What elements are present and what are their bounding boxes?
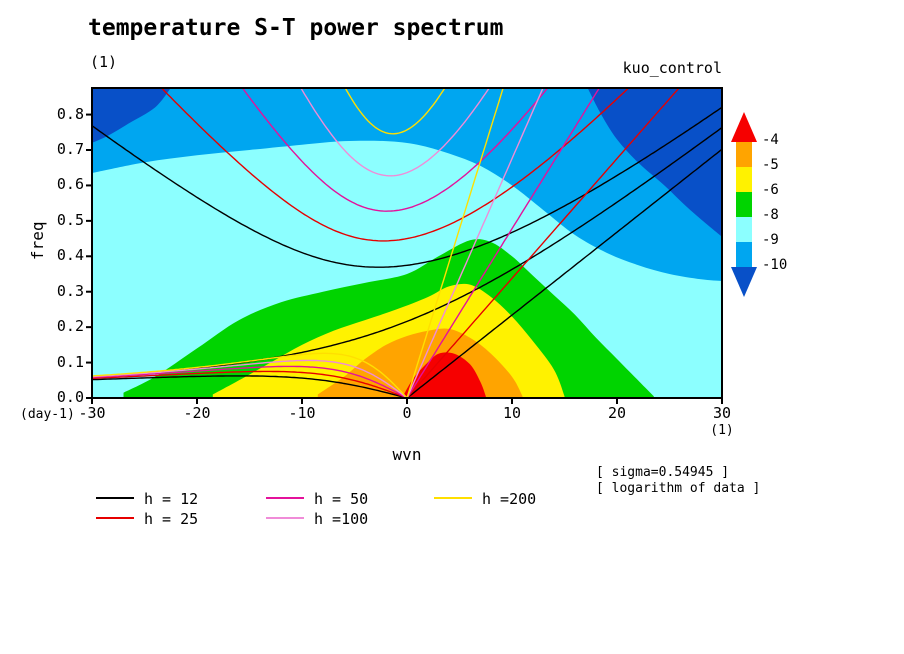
- contour-unit-label: (1): [90, 53, 118, 71]
- y-tick-label: 0.3: [56, 281, 84, 300]
- dispersion-curve-h25-rossby1: [92, 370, 408, 398]
- colorbar-box-green: [736, 192, 752, 217]
- x-tick-label: 0: [402, 404, 412, 422]
- x-tick-label: 10: [502, 404, 522, 422]
- colorbar-box-pale_cyan: [736, 217, 752, 242]
- x-tick-label: -20: [183, 404, 211, 422]
- log-annotation: [ logarithm of data ]: [596, 481, 761, 496]
- legend-line-swatch: [266, 517, 304, 519]
- colorbar-level-label: -4: [762, 132, 779, 148]
- colorbar-level-label: -9: [762, 232, 779, 248]
- dispersion-curve-h200-kelvin: [406, 88, 504, 398]
- sigma-annotation: [ sigma=0.54945 ]: [596, 465, 730, 480]
- legend-line-swatch: [266, 497, 304, 499]
- x-axis-unit-label: (1): [710, 423, 734, 438]
- legend-item-label: h =100: [314, 510, 369, 528]
- legend-line-swatch: [434, 497, 472, 499]
- colorbar-level-label: -8: [762, 207, 779, 223]
- dispersion-curve-h50-ig1: [241, 88, 549, 212]
- legend-line-swatch: [96, 497, 134, 499]
- chart-title: temperature S-T power spectrum: [88, 15, 504, 41]
- y-tick-label: 0.2: [56, 317, 84, 336]
- dispersion-curve-h100-rossby1: [92, 359, 408, 398]
- y-tick-label: 0.0: [56, 388, 84, 406]
- legend-item-label: h = 50: [314, 490, 369, 508]
- y-tick-label: 0.8: [56, 104, 84, 123]
- contour-region-below-minus10-top-right: [587, 88, 722, 237]
- dispersion-curves: [92, 88, 722, 398]
- colorbar-level-label: -10: [762, 257, 788, 273]
- x-tick-label: 20: [607, 404, 627, 422]
- colorbar: [731, 112, 757, 297]
- colorbar-box-blue: [736, 242, 752, 267]
- y-tick-label: 0.6: [56, 175, 84, 194]
- x-axis-label: wvn: [392, 445, 422, 464]
- contour-region-above-minus4: [403, 352, 486, 398]
- legend-item-label: h = 12: [144, 490, 199, 508]
- colorbar-box-orange: [736, 142, 752, 167]
- x-tick-label: -30: [78, 404, 106, 422]
- contour-region-below-minus10-top-left: [92, 88, 171, 143]
- y-axis-unit-label: (day-1): [20, 407, 75, 422]
- colorbar-level-label: -6: [762, 182, 779, 198]
- y-tick-label: 0.1: [56, 352, 84, 371]
- dispersion-curve-h100-ig1: [300, 88, 490, 177]
- y-tick-label: 0.5: [56, 210, 84, 229]
- colorbar-top-arrow: [731, 112, 757, 142]
- dispersion-curve-h25-ig1: [160, 88, 630, 242]
- contour-field: [92, 88, 722, 398]
- legend-item-label: h =200: [482, 490, 537, 508]
- dispersion-curve-h12-ig1: [92, 106, 722, 268]
- colorbar-bottom-arrow: [731, 267, 757, 297]
- legend-item-label: h = 25: [144, 510, 199, 528]
- x-tick-label: -10: [288, 404, 316, 422]
- dispersion-curve-h100-kelvin: [406, 88, 544, 398]
- dispersion-curve-h12-rossby1: [92, 375, 408, 398]
- axis-ticks: [86, 113, 723, 404]
- dispersion-curve-h50-rossby1: [92, 365, 408, 398]
- dispersion-curve-h200-ig1: [344, 88, 446, 135]
- colorbar-level-label: -5: [762, 157, 779, 173]
- run-label: kuo_control: [622, 59, 722, 77]
- y-tick-label: 0.4: [56, 246, 84, 265]
- x-tick-label: 30: [712, 404, 732, 422]
- dispersion-curve-h200-rossby1: [92, 352, 408, 398]
- legend-line-swatch: [96, 517, 134, 519]
- y-tick-label: 0.7: [56, 140, 84, 158]
- dispersion-curve-h25-kelvin: [406, 88, 680, 398]
- dispersion-curve-h50-kelvin: [406, 88, 601, 398]
- colorbar-box-yellow: [736, 167, 752, 192]
- dispersion-curve-h12-kelvin: [406, 148, 722, 398]
